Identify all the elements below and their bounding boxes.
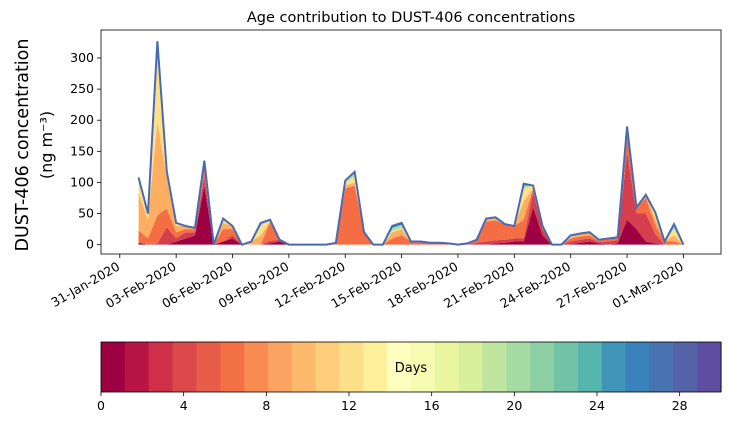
y-axis-label-line1: DUST-406 concentration [13, 39, 33, 252]
colorbar-segment [148, 342, 174, 392]
colorbar-tick-label: 28 [672, 398, 688, 413]
colorbar-segment [315, 342, 341, 392]
total-line [137, 41, 685, 246]
colorbar-segment [411, 342, 436, 392]
colorbar-segment [577, 342, 603, 392]
colorbar-segment [434, 342, 460, 392]
colorbar-tick-label: 4 [180, 398, 188, 413]
colorbar-segment [220, 342, 245, 392]
colorbar-segment [101, 342, 126, 392]
colorbar-tick-label: 12 [341, 398, 357, 413]
area-series-1 [138, 151, 684, 245]
colorbar: 0 4 8 12 16 20 24 28 [97, 341, 722, 413]
y-tick-label: 100 [70, 174, 94, 189]
colorbar-segment [625, 342, 651, 392]
colorbar-segment [363, 342, 388, 392]
y-tick-label: 300 [70, 50, 94, 65]
colorbar-tick-label: 16 [424, 398, 440, 413]
colorbar-segment [601, 342, 627, 392]
y-tick-label: 50 [78, 206, 94, 221]
colorbar-tick-label: 20 [506, 398, 522, 413]
colorbar-segment [124, 342, 150, 392]
colorbar-tick-label: 24 [589, 398, 605, 413]
y-tick-label: 150 [70, 143, 94, 158]
colorbar-segment [506, 342, 531, 392]
colorbar-label: Days [395, 361, 428, 376]
plot-area: 05010015020025030031-Jan-202003-Feb-2020… [48, 29, 722, 311]
colorbar-segment [697, 342, 722, 392]
colorbar-segment [172, 342, 197, 392]
colorbar-segment [387, 342, 412, 392]
colorbar-segment [554, 342, 579, 392]
colorbar-segment [339, 342, 364, 392]
plot-frame [100, 29, 722, 255]
colorbar-frame [100, 341, 722, 393]
colorbar-segment [649, 342, 674, 392]
y-axis-label-line2: (ng m⁻³) [37, 111, 56, 179]
colorbar-segment [244, 342, 269, 392]
y-tick-label: 250 [70, 81, 94, 96]
colorbar-segment [267, 342, 293, 392]
chart-title: Age contribution to DUST-406 concentrati… [247, 10, 575, 26]
colorbar-segment [530, 342, 555, 392]
colorbar-tick-label: 0 [97, 398, 105, 413]
colorbar-segment [291, 342, 317, 392]
y-tick-label: 0 [86, 237, 94, 252]
colorbar-segment [482, 342, 507, 392]
colorbar-tick-label: 8 [262, 398, 270, 413]
y-tick-label: 200 [70, 112, 94, 127]
colorbar-segment [458, 342, 484, 392]
colorbar-segment [196, 342, 221, 392]
area-series-0 [138, 185, 684, 245]
y-axis-label: DUST-406 concentration (ng m⁻³) [13, 39, 56, 252]
colorbar-segment [673, 342, 698, 392]
